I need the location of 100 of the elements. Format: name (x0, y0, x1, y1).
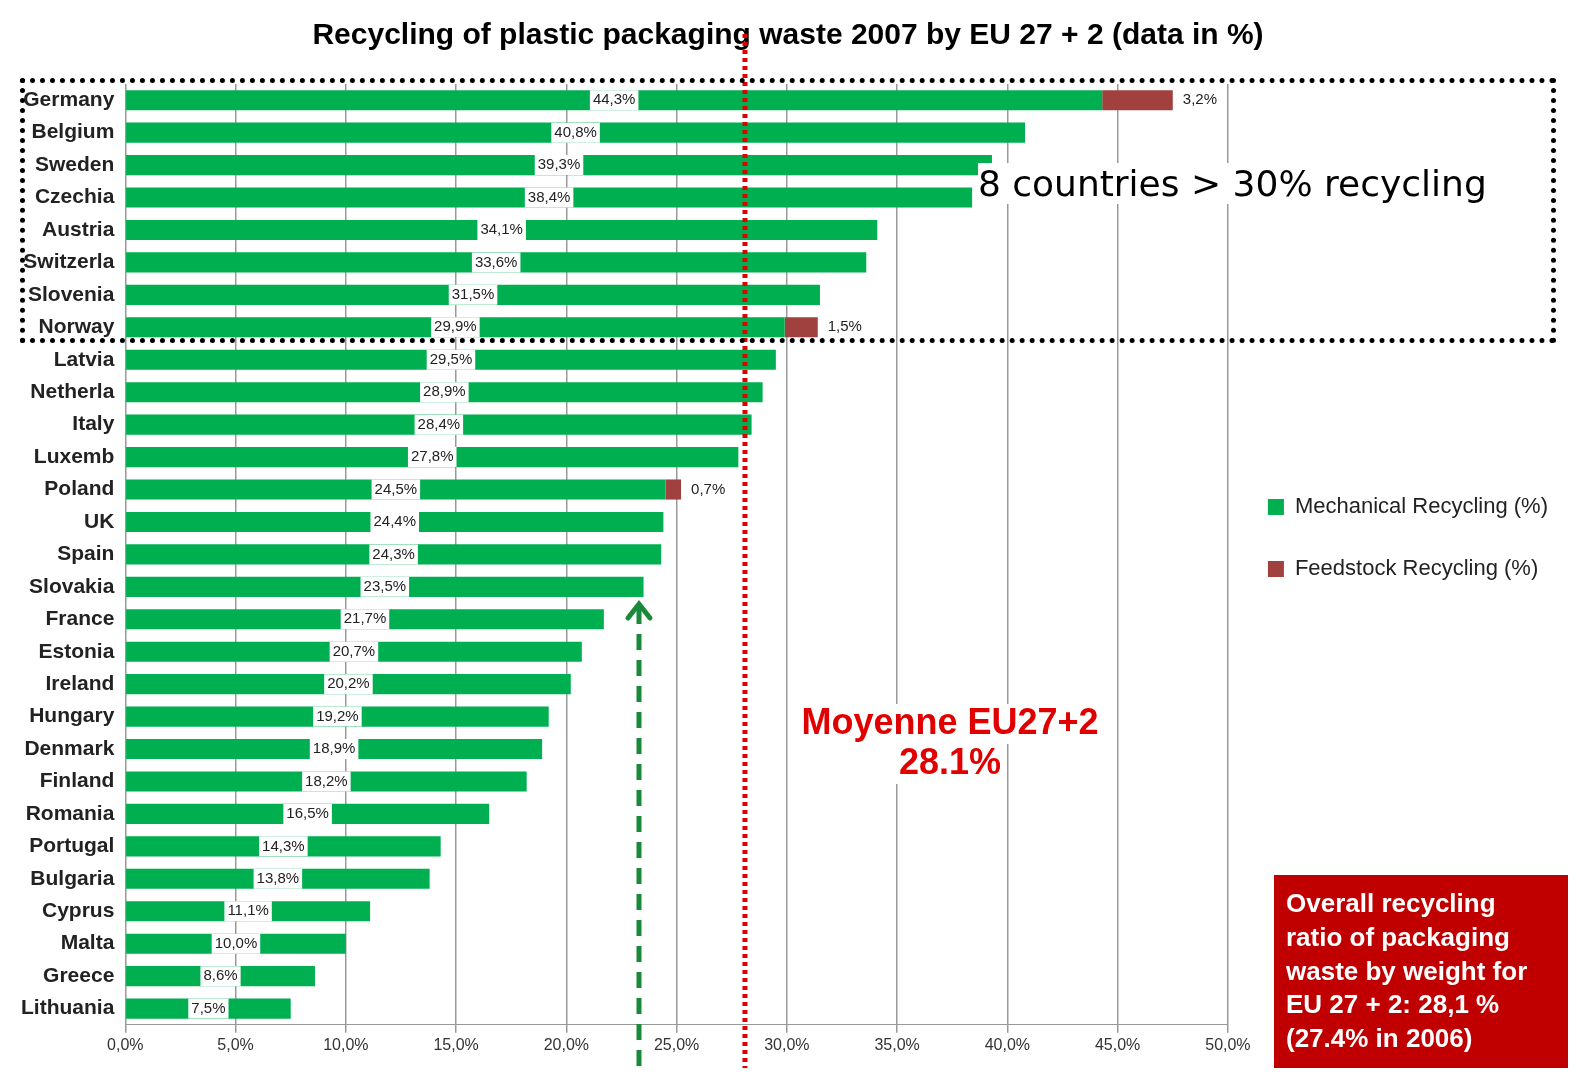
data-label: 31,5% (451, 285, 495, 303)
annotation: 8 countries > 30% recycling (977, 163, 1487, 205)
bar (126, 187, 973, 208)
data-label: 34,1% (480, 220, 523, 238)
y-tick-label: Netherla (30, 378, 115, 402)
bar (126, 219, 878, 241)
data-label: 39,3% (537, 155, 581, 173)
bar (784, 317, 818, 338)
y-tick-label: Estonia (38, 638, 115, 662)
bar (126, 479, 666, 500)
text: Overall recycling ratio of packaging waste by weight for EU 27 + 2: 28,1 % (27.4% in 2006) (1274, 875, 1568, 1068)
y-tick-label: Germany (23, 87, 115, 111)
data-label: 27,8% (410, 447, 454, 465)
y-tick-label: Bulgaria (30, 865, 115, 889)
y-tick-label: France (45, 606, 115, 630)
data-label: 7,5% (191, 998, 226, 1016)
data-label: 10,0% (214, 933, 258, 951)
bar (126, 317, 785, 338)
x-tick-label: 25,0% (653, 1035, 700, 1053)
data-label: 24,4% (373, 512, 417, 530)
data-label: 1,5% (827, 317, 862, 335)
bar (126, 641, 582, 662)
bar (126, 349, 776, 370)
y-tick-label: Romania (25, 800, 115, 824)
y-tick-label: Italy (72, 411, 115, 435)
chart-title: Recycling of plastic packaging waste 2007 by EU 27 + 2 (data in %) (312, 17, 1264, 51)
y-tick-label: Poland (44, 476, 115, 500)
x-tick-label: 10,0% (323, 1035, 369, 1053)
data-label: 3,2% (1182, 90, 1217, 108)
data-label: 18,9% (312, 739, 356, 757)
bar (126, 706, 549, 727)
y-tick-label: Ireland (45, 670, 115, 694)
y-tick-label: Spain (57, 541, 115, 565)
x-tick-label: 45,0% (1094, 1035, 1141, 1053)
bar (126, 382, 763, 403)
data-label: 18,2% (305, 771, 348, 789)
data-label: 21,7% (343, 609, 387, 627)
y-tick-label: Austria (41, 216, 115, 240)
bar (126, 674, 571, 695)
data-label: 24,3% (372, 544, 415, 562)
data-label: 38,4% (527, 187, 571, 205)
x-tick-label: 0,0% (107, 1035, 144, 1053)
y-tick-label: Finland (39, 768, 115, 792)
bar (126, 576, 644, 597)
data-label: 44,3% (592, 90, 636, 108)
x-tick-label: 20,0% (543, 1035, 590, 1053)
legend-label: Feedstock Recycling (%) (1294, 555, 1539, 581)
y-tick-label: Portugal (29, 833, 115, 857)
bar (126, 284, 820, 305)
y-tick-label: Belgium (31, 119, 115, 143)
bar (126, 803, 490, 824)
bar (126, 544, 662, 565)
data-label: 40,8% (554, 122, 597, 140)
x-tick-label: 35,0% (874, 1035, 920, 1053)
y-tick-label: Hungary (29, 703, 115, 727)
data-label: 24,5% (374, 479, 418, 497)
y-tick-label: Greece (43, 962, 115, 986)
x-tick-label: 50,0% (1205, 1035, 1251, 1053)
x-tick-label: 5,0% (217, 1035, 254, 1053)
bar (126, 738, 543, 760)
bar (126, 771, 527, 792)
legend-label: Mechanical Recycling (%) (1294, 493, 1549, 519)
y-tick-label: Cyprus (41, 898, 115, 922)
bar (126, 414, 752, 435)
bar (126, 609, 604, 630)
y-tick-label: Sweden (34, 151, 115, 175)
x-tick-label: 30,0% (764, 1035, 810, 1053)
y-tick-label: Slovakia (29, 573, 115, 597)
y-tick-label: Norway (38, 314, 115, 338)
y-tick-label: Luxemb (33, 443, 115, 467)
data-label: 14,3% (262, 836, 305, 854)
data-label: 8,6% (203, 966, 238, 984)
data-label: 19,2% (316, 706, 359, 724)
data-label: 33,6% (474, 252, 518, 270)
x-tick-label: 15,0% (433, 1035, 479, 1053)
data-label: 20,2% (327, 674, 370, 692)
y-tick-label: Denmark (24, 735, 115, 759)
y-tick-label: Switzerla (23, 249, 115, 273)
bar (1102, 90, 1173, 111)
data-label: 0,7% (691, 479, 726, 497)
data-label: 23,5% (363, 576, 407, 594)
y-tick-label: Lithuania (20, 995, 115, 1019)
bar (126, 90, 1103, 111)
data-label: 16,5% (286, 804, 329, 822)
bar (126, 252, 867, 273)
data-label: 13,8% (256, 868, 300, 886)
y-tick-label: UK (83, 508, 115, 532)
ref-line-label: Moyenne EU27+2 28.1% (801, 700, 1099, 782)
bar (126, 511, 664, 533)
x-tick-label: 40,0% (984, 1035, 1031, 1053)
data-label: 11,1% (227, 901, 269, 919)
bar (126, 122, 1026, 143)
bar (665, 479, 682, 500)
bar (126, 447, 739, 468)
data-label: 29,5% (429, 349, 473, 367)
data-label: 29,9% (434, 317, 477, 335)
data-label: 28,9% (423, 382, 466, 400)
y-tick-label: Czechia (34, 184, 115, 208)
data-label: 20,7% (332, 641, 376, 659)
y-tick-label: Latvia (53, 346, 115, 370)
